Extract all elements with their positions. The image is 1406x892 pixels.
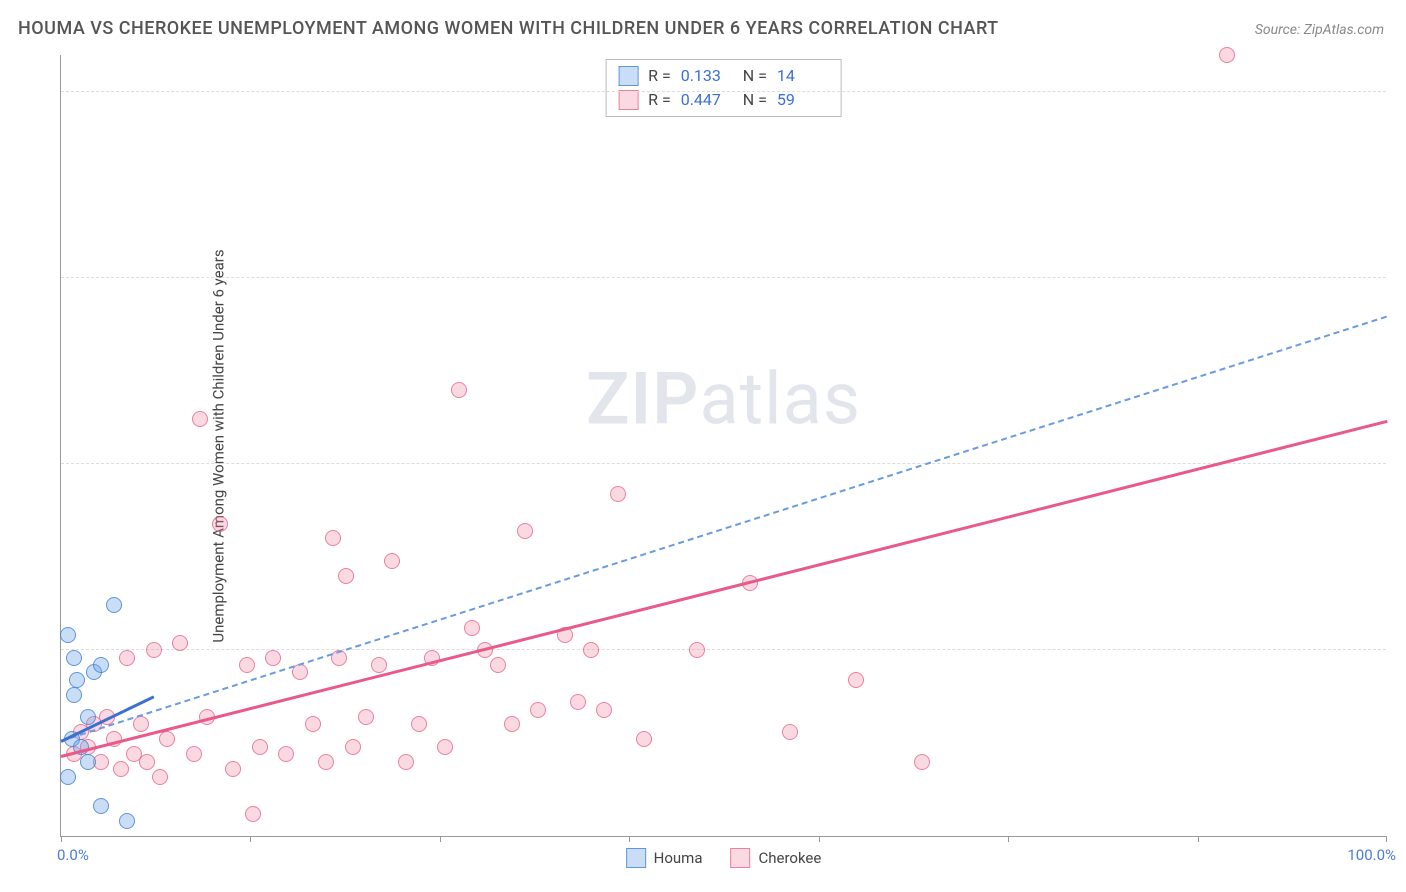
n-value-houma: 14	[777, 64, 829, 88]
gridline-h	[61, 277, 1386, 278]
data-point	[338, 568, 354, 584]
legend-label-cherokee: Cherokee	[759, 849, 822, 867]
data-point	[689, 642, 705, 658]
watermark-atlas: atlas	[699, 356, 861, 441]
data-point	[610, 486, 626, 502]
data-point	[66, 650, 82, 666]
data-point	[113, 761, 129, 777]
data-point	[411, 716, 427, 732]
legend-item-cherokee: Cherokee	[731, 848, 822, 868]
data-point	[245, 806, 261, 822]
x-tick	[1386, 836, 1387, 842]
chart-title: HOUMA VS CHEROKEE UNEMPLOYMENT AMONG WOM…	[18, 18, 999, 39]
data-point	[119, 650, 135, 666]
x-tick	[1008, 836, 1009, 842]
data-point	[159, 731, 175, 747]
plot-area: ZIPatlas R = 0.133 N = 14 R = 0.447 N = …	[60, 55, 1386, 837]
data-point	[146, 642, 162, 658]
data-point	[318, 754, 334, 770]
data-point	[437, 739, 453, 755]
x-tick	[1198, 836, 1199, 842]
trend-line	[61, 316, 1388, 742]
data-point	[239, 657, 255, 673]
data-point	[93, 798, 109, 814]
swatch-blue-icon	[626, 848, 646, 868]
data-point	[212, 516, 228, 532]
source-attribution: Source: ZipAtlas.com	[1255, 22, 1384, 38]
data-point	[504, 716, 520, 732]
legend-stats-row-houma: R = 0.133 N = 14	[618, 64, 829, 88]
data-point	[60, 769, 76, 785]
data-point	[265, 650, 281, 666]
data-point	[451, 382, 467, 398]
swatch-pink-icon	[731, 848, 751, 868]
swatch-pink-icon	[618, 90, 638, 110]
x-tick	[440, 836, 441, 842]
data-point	[636, 731, 652, 747]
swatch-blue-icon	[618, 66, 638, 86]
trend-line	[61, 420, 1388, 758]
data-point	[596, 702, 612, 718]
data-point	[398, 754, 414, 770]
legend-item-houma: Houma	[626, 848, 703, 868]
r-value-houma: 0.133	[681, 64, 733, 88]
x-tick	[819, 836, 820, 842]
x-tick	[250, 836, 251, 842]
x-min-label: 0.0%	[57, 846, 89, 864]
watermark-zip: ZIP	[586, 356, 699, 441]
data-point	[172, 635, 188, 651]
data-point	[225, 761, 241, 777]
data-point	[530, 702, 546, 718]
data-point	[517, 523, 533, 539]
x-max-label: 100.0%	[1347, 846, 1396, 864]
data-point	[119, 813, 135, 829]
data-point	[186, 746, 202, 762]
data-point	[69, 672, 85, 688]
data-point	[325, 530, 341, 546]
data-point	[192, 411, 208, 427]
data-point	[139, 754, 155, 770]
legend-stats-box: R = 0.133 N = 14 R = 0.447 N = 59	[605, 59, 842, 117]
data-point	[80, 709, 96, 725]
data-point	[371, 657, 387, 673]
n-label: N =	[743, 64, 767, 88]
data-point	[358, 709, 374, 725]
data-point	[384, 553, 400, 569]
data-point	[490, 657, 506, 673]
data-point	[914, 754, 930, 770]
data-point	[133, 716, 149, 732]
data-point	[1219, 47, 1235, 63]
data-point	[60, 627, 76, 643]
data-point	[583, 642, 599, 658]
r-label: R =	[648, 64, 671, 88]
data-point	[782, 724, 798, 740]
watermark: ZIPatlas	[586, 356, 861, 441]
x-tick	[629, 836, 630, 842]
data-point	[464, 620, 480, 636]
legend-series: Houma Cherokee	[626, 848, 822, 868]
data-point	[66, 687, 82, 703]
data-point	[570, 694, 586, 710]
data-point	[80, 754, 96, 770]
data-point	[152, 769, 168, 785]
x-tick	[61, 836, 62, 842]
data-point	[848, 672, 864, 688]
data-point	[106, 597, 122, 613]
chart-container: HOUMA VS CHEROKEE UNEMPLOYMENT AMONG WOM…	[0, 0, 1406, 892]
data-point	[93, 657, 109, 673]
data-point	[345, 739, 361, 755]
gridline-h	[61, 91, 1386, 92]
gridline-h	[61, 463, 1386, 464]
data-point	[278, 746, 294, 762]
legend-label-houma: Houma	[654, 849, 703, 867]
data-point	[252, 739, 268, 755]
gridline-h	[61, 649, 1386, 650]
data-point	[305, 716, 321, 732]
